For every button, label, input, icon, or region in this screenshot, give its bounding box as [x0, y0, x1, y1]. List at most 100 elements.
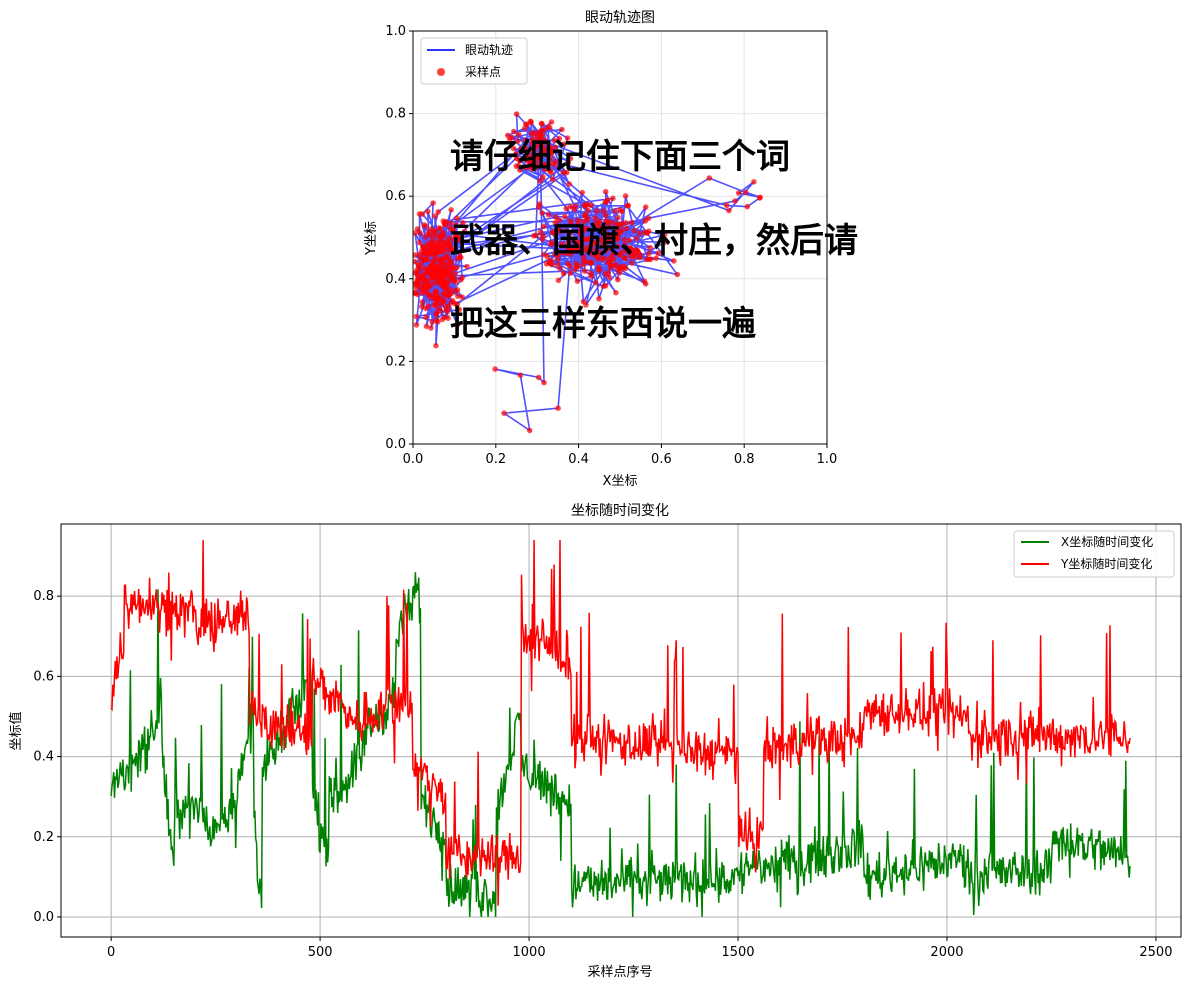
bottom-legend: X坐标随时间变化 Y坐标随时间变化	[1013, 530, 1175, 578]
sample-point	[589, 246, 595, 253]
sample-point	[423, 314, 429, 321]
sample-point	[642, 204, 649, 210]
sample-point	[445, 315, 451, 321]
sample-point	[413, 322, 420, 328]
sample-point	[432, 228, 439, 235]
sample-point	[537, 229, 544, 235]
sample-point	[439, 257, 446, 263]
sample-point	[435, 278, 442, 285]
sample-point	[412, 230, 418, 236]
sample-point	[604, 197, 611, 203]
sample-point	[647, 244, 654, 251]
sample-point	[617, 207, 624, 213]
sample-point	[434, 248, 440, 254]
sample-point	[547, 168, 553, 174]
sample-point	[454, 255, 461, 262]
sample-point	[517, 372, 524, 379]
sample-point	[447, 247, 453, 253]
sample-point	[510, 145, 517, 152]
sample-point	[636, 254, 643, 261]
sample-point	[459, 274, 465, 281]
sample-point	[742, 189, 749, 195]
sample-point	[448, 207, 455, 213]
y-tick-label: 0.6	[33, 669, 54, 684]
top-chart: 眼动轨迹图 请仔细记住下面三个词 武器、国旗、村庄，然后请 把这三样东西说一遍 …	[0, 0, 858, 489]
sample-point	[421, 222, 428, 228]
top-axes-frame	[412, 30, 828, 445]
sample-point	[538, 133, 545, 140]
sample-point	[547, 144, 553, 151]
sample-point	[522, 137, 529, 144]
sample-point	[552, 161, 558, 168]
sample-point	[419, 299, 426, 305]
sample-point	[637, 230, 643, 237]
sample-point	[628, 250, 634, 257]
sample-point	[444, 261, 451, 268]
sample-point	[629, 219, 635, 226]
sample-point	[617, 229, 623, 236]
overlay-line-2: 武器、国旗、村庄，然后请	[450, 221, 858, 261]
clip-left	[0, 0, 413, 464]
sample-point	[552, 220, 559, 226]
sample-point	[454, 287, 461, 293]
sample-point	[513, 151, 519, 157]
sample-point	[535, 374, 542, 381]
sample-point	[427, 242, 433, 249]
sample-point	[552, 214, 559, 220]
sample-point	[575, 243, 581, 249]
sample-point	[424, 208, 431, 215]
sample-point	[439, 274, 446, 281]
sample-point	[450, 277, 456, 283]
x-tick-label: 0	[107, 945, 115, 960]
sample-point	[600, 231, 607, 237]
sample-point	[645, 215, 652, 222]
sample-point	[610, 250, 617, 256]
sample-point	[539, 120, 545, 127]
sample-point	[631, 227, 638, 234]
sample-point	[579, 189, 585, 196]
sample-point	[428, 232, 434, 239]
top-chart-title: 眼动轨迹图	[585, 10, 655, 26]
sample-point	[542, 166, 548, 173]
sample-point	[608, 262, 614, 269]
sample-point	[561, 250, 567, 256]
sample-point	[550, 176, 556, 183]
sample-point	[436, 270, 443, 276]
sample-point	[558, 241, 565, 247]
y-tick-label: 0.0	[385, 437, 406, 452]
sample-point	[555, 277, 562, 284]
sample-point	[429, 274, 436, 280]
legend-entry-samples: 采样点	[465, 64, 501, 79]
sample-point	[433, 256, 439, 262]
sample-point	[600, 283, 607, 290]
y-tick-label: 0.2	[385, 354, 406, 369]
sample-point	[540, 223, 547, 230]
sample-point	[416, 251, 423, 258]
sample-point	[435, 319, 441, 325]
sample-point	[596, 218, 603, 225]
sample-point	[574, 278, 581, 285]
sample-point	[531, 233, 537, 239]
x-tick-label: 1500	[721, 945, 754, 960]
sample-point	[539, 127, 545, 133]
sample-point	[414, 277, 421, 283]
sample-point	[445, 291, 452, 298]
sample-point	[574, 263, 581, 270]
sample-point	[420, 271, 426, 278]
sample-point	[448, 300, 454, 306]
sample-point	[428, 263, 434, 269]
sample-point	[429, 319, 436, 325]
sample-point	[562, 228, 569, 234]
legend-entry-y: Y坐标随时间变化	[1060, 556, 1152, 571]
sample-point	[606, 232, 612, 239]
sample-point	[536, 204, 542, 210]
overlay-text: 请仔细记住下面三个词 武器、国旗、村庄，然后请 把这三样东西说一遍	[450, 137, 858, 344]
sample-point	[539, 236, 546, 242]
sample-point	[419, 286, 426, 293]
sample-point	[723, 202, 730, 209]
sample-point	[602, 188, 609, 195]
sample-point	[424, 256, 430, 263]
sample-point	[560, 270, 567, 277]
sample-point	[622, 255, 628, 262]
sample-point	[605, 224, 612, 230]
